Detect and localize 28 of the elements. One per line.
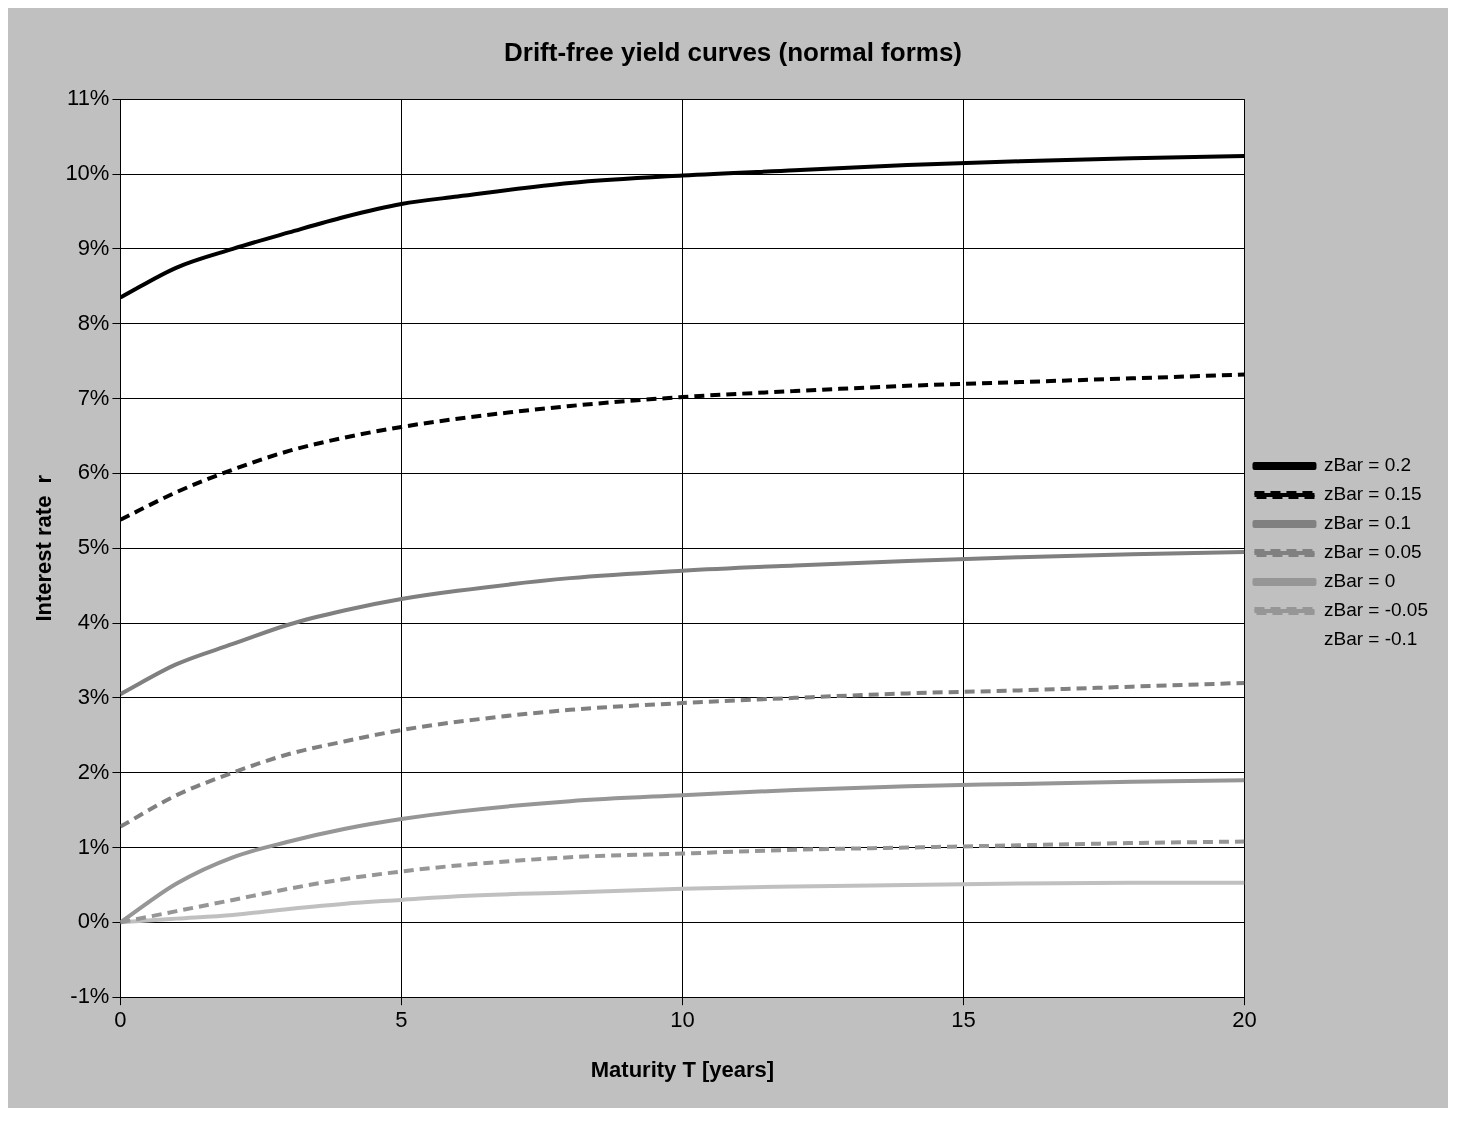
legend-label: zBar = 0.05 — [1323, 541, 1422, 563]
legend-label: zBar = 0.2 — [1323, 454, 1412, 476]
y-tick-label: 5% — [77, 534, 110, 560]
y-tick-label: 8% — [77, 309, 110, 335]
legend-label: zBar = -0.05 — [1323, 599, 1428, 621]
y-tick-label: 4% — [77, 609, 110, 635]
x-tick-label: 5 — [395, 1007, 408, 1033]
x-axis-title: Maturity T [years] — [590, 1056, 775, 1082]
y-tick-label: 6% — [77, 459, 110, 485]
y-axis-title: Interest rate r — [31, 474, 57, 622]
legend-label: zBar = 0 — [1323, 570, 1396, 592]
y-tick-label: 9% — [77, 234, 110, 260]
legend-label: zBar = 0.15 — [1323, 483, 1422, 505]
y-tick-label: -1% — [70, 983, 110, 1009]
y-tick-label: 10% — [65, 160, 110, 186]
y-tick-label: 1% — [77, 833, 110, 859]
legend-label: zBar = 0.1 — [1323, 512, 1412, 534]
y-tick-label: 2% — [77, 758, 110, 784]
y-tick-label: 11% — [67, 85, 110, 111]
y-tick-label: 0% — [77, 908, 110, 934]
x-tick-label: 10 — [670, 1007, 695, 1033]
x-tick-label: 0 — [114, 1007, 127, 1033]
y-tick-label: 7% — [77, 384, 110, 410]
x-tick-label: 15 — [951, 1007, 976, 1033]
text: zBar = -0.1 — [1323, 628, 1418, 650]
x-tick-label: 20 — [1232, 1007, 1257, 1033]
y-tick-label: 3% — [77, 683, 110, 709]
chart-title: Drift-free yield curves (normal forms) — [503, 36, 963, 67]
